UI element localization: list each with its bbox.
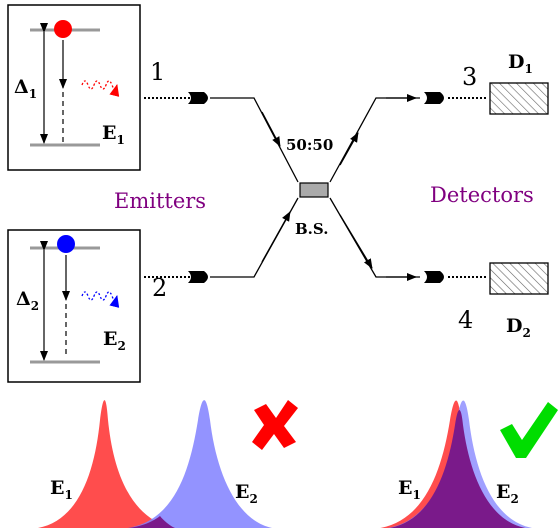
coupler-2 (188, 271, 208, 283)
coupler-3 (424, 92, 444, 104)
spectra-distinguishable: E1 E2 (38, 400, 298, 528)
port-1-label: 1 (150, 58, 165, 86)
path-4 (330, 198, 420, 277)
check-icon (500, 402, 558, 458)
path-2 (210, 198, 298, 277)
spectrum-e2-label: E2 (496, 481, 519, 506)
spectrum-e1-label: E1 (50, 477, 73, 502)
beam-splitter-ratio: 50:50 (286, 136, 333, 154)
beam-splitter (300, 183, 328, 197)
detector-2-label: D2 (506, 315, 531, 340)
path-1 (210, 98, 298, 182)
spectrum-e1-label: E1 (398, 477, 421, 502)
emitter-2: Δ2 E2 (8, 230, 140, 382)
detector-2 (490, 263, 548, 294)
coupler-4 (424, 271, 444, 283)
coupler-1 (188, 92, 208, 104)
emitter-1: Δ1 E1 (8, 5, 140, 170)
emitters-label: Emitters (114, 189, 206, 213)
detector-1-label: D1 (508, 51, 533, 76)
excited-electron (54, 20, 72, 38)
port-3-label: 3 (462, 63, 477, 91)
excited-electron (57, 235, 75, 253)
spectrum-e2-label: E2 (235, 481, 258, 506)
port-4-label: 4 (458, 306, 473, 334)
path-3 (330, 98, 420, 182)
spectra-indistinguishable: E1 E2 (380, 400, 558, 528)
port-2-label: 2 (152, 274, 167, 302)
detector-1 (490, 83, 548, 114)
beam-splitter-label: B.S. (295, 220, 328, 238)
cross-icon (252, 400, 298, 450)
detectors-label: Detectors (430, 183, 534, 207)
